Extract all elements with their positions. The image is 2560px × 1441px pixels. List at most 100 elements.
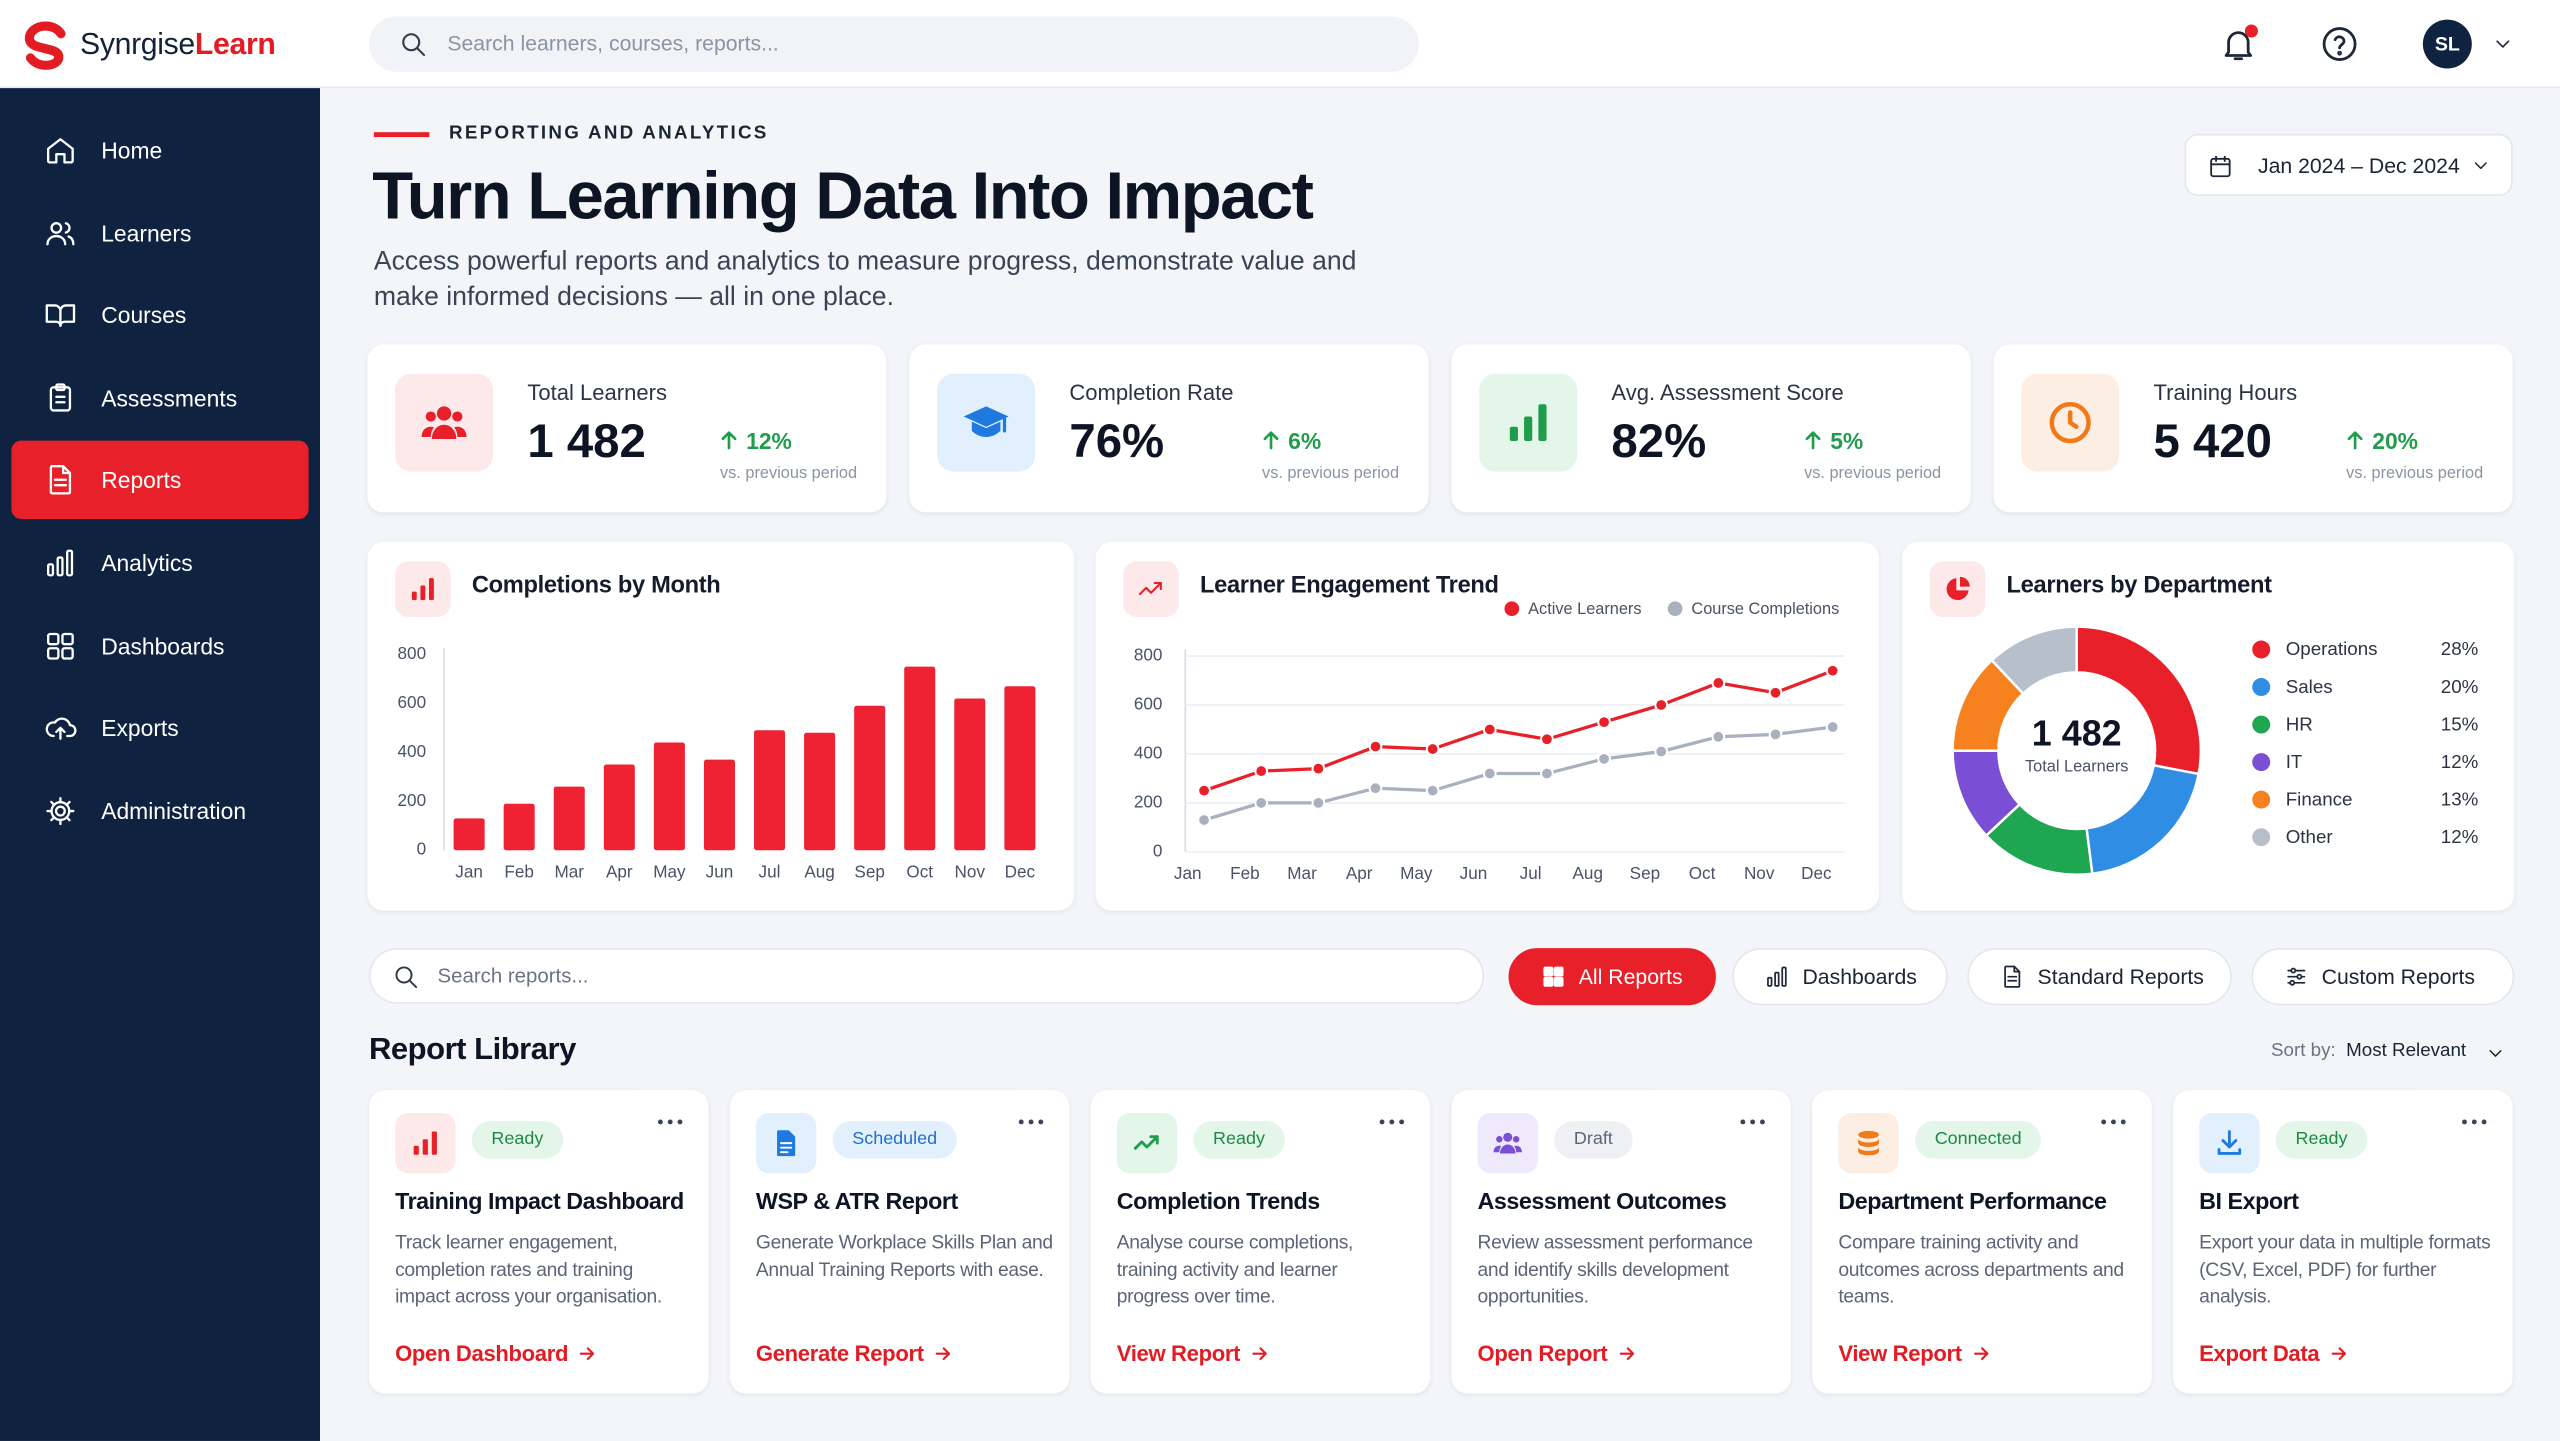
nav-item[interactable]: Courses [11, 276, 308, 354]
brand-name: Learn [194, 26, 276, 61]
status-pill: Connected [1915, 1121, 2042, 1159]
icon-part [53, 465, 72, 488]
icon-part [422, 1139, 428, 1155]
icon-part [64, 221, 75, 245]
user-menu[interactable]: SL [2422, 19, 2521, 69]
tab-icon [2287, 967, 2306, 986]
nav-item[interactable]: Administration [11, 772, 308, 850]
nav-icon [47, 549, 74, 577]
action-label: Generate Report [755, 1340, 924, 1366]
kpi-card: Total Learners 1 482 12% vs. previous perio… [367, 344, 887, 513]
nav-label: Learners [101, 219, 192, 246]
card-menu[interactable] [653, 1116, 686, 1129]
kpi-up-arrow [1805, 431, 1821, 450]
legend-value: 28% [2441, 638, 2479, 659]
icon-part [963, 406, 1009, 427]
menu-dot [2471, 1119, 2477, 1125]
filter-tab[interactable]: All Reports [1508, 948, 1716, 1006]
help[interactable] [2318, 23, 2360, 65]
filter-tab[interactable]: Dashboards [1732, 948, 1948, 1006]
nav-item[interactable]: Dashboards [11, 606, 308, 684]
x-tick-label: Sep [1630, 863, 1660, 883]
card-menu[interactable] [1014, 1116, 1047, 1129]
kpi-label: Total Learners [527, 380, 668, 405]
report-action[interactable]: View Report [1117, 1337, 1270, 1370]
kpi-card: Completion Rate 76% 6% vs. previous period [909, 344, 1429, 513]
report-action[interactable]: Generate Report [756, 1337, 953, 1370]
nav-item[interactable]: Assessments [11, 359, 308, 437]
series-point [1482, 766, 1497, 781]
nav-item[interactable]: Exports [11, 689, 308, 767]
action-arrow [2330, 1346, 2346, 1360]
kpi-glyph [1509, 404, 1547, 442]
card-menu[interactable] [2096, 1116, 2129, 1129]
legend-label: Operations [2286, 638, 2378, 659]
nav-item[interactable]: Home [11, 111, 308, 189]
menu-dot [1038, 1119, 1044, 1125]
bar [553, 786, 585, 851]
nav-label: Assessments [101, 384, 238, 411]
series-point [1597, 751, 1611, 766]
filter-tab[interactable]: Standard Reports [1967, 948, 2232, 1006]
nav-item[interactable]: Analytics [11, 524, 308, 602]
report-card: Scheduled WSP & ATR Report Generate Workpl… [729, 1090, 1070, 1394]
bar [904, 666, 936, 851]
report-action[interactable]: Export Data [2199, 1337, 2349, 1370]
card-menu[interactable] [1375, 1116, 1408, 1129]
series-point [1197, 813, 1211, 827]
donut-segment [1990, 625, 2078, 696]
bar [754, 730, 786, 851]
icon-part [1133, 1135, 1159, 1150]
report-action[interactable]: Open Report [1478, 1337, 1637, 1370]
icon-part [1781, 966, 1787, 987]
calendar-icon [2210, 155, 2231, 178]
date-range[interactable]: Jan 2024 – Dec 2024 [2184, 133, 2513, 196]
series-point [1654, 698, 1669, 712]
kpi-note: vs. previous period [1804, 465, 1942, 484]
series-line [1203, 725, 1833, 822]
nav-label: Exports [101, 715, 179, 742]
search-placeholder: Search reports... [437, 964, 589, 988]
icon-part [2333, 35, 2346, 50]
x-tick-label: Nov [955, 862, 986, 882]
x-tick-label: Apr [1346, 863, 1373, 883]
nav-label: Administration [101, 797, 247, 824]
nav-item[interactable]: Learners [11, 194, 308, 272]
icon-part [413, 1145, 419, 1155]
x-tick-label: Mar [1287, 863, 1317, 883]
card-menu[interactable] [2457, 1116, 2490, 1129]
menu-dot [677, 1119, 683, 1125]
report-card: Ready BI Export Export your data in multip… [2173, 1090, 2513, 1394]
legend-value: 13% [2441, 788, 2479, 809]
icon-part [2337, 50, 2342, 56]
action-label: View Report [1838, 1340, 1962, 1366]
kpi-label: Training Hours [2153, 380, 2298, 405]
status-label: Scheduled [852, 1129, 938, 1149]
x-tick-label: Aug [1573, 863, 1603, 883]
series-point [1768, 727, 1783, 742]
notifications[interactable] [2216, 21, 2262, 67]
nav-item[interactable]: Reports [11, 441, 309, 520]
nav-label: Reports [101, 467, 182, 494]
legend-swatch [2252, 790, 2271, 809]
bar [503, 803, 535, 851]
kpi-card: Training Hours 5 420 20% vs. previous perio… [1993, 344, 2513, 513]
x-tick-label: Jul [759, 862, 781, 882]
icon-part [1858, 1138, 1879, 1156]
sort-control[interactable]: Sort by: Most Relevant [2271, 1040, 2516, 1069]
global-search[interactable]: Search learners, courses, reports... [368, 16, 1419, 72]
filter-tab[interactable]: Custom Reports [2251, 948, 2515, 1006]
y-tick-label: 400 [398, 741, 427, 761]
chart-title: Learner Engagement Trend [1199, 572, 1499, 599]
report-title: BI Export [2199, 1189, 2299, 1216]
donut-segment [2085, 763, 2201, 876]
report-action[interactable]: Open Dashboard [395, 1337, 597, 1370]
report-search[interactable]: Search reports... [368, 948, 1485, 1004]
icon-part [2221, 1130, 2238, 1149]
report-action[interactable]: View Report [1838, 1337, 1991, 1370]
x-tick-label: May [653, 862, 686, 882]
card-menu[interactable] [1736, 1116, 1769, 1129]
report-glyph [413, 1131, 437, 1155]
legend-swatch [2252, 753, 2271, 772]
kpi-up-arrow [1263, 431, 1279, 450]
